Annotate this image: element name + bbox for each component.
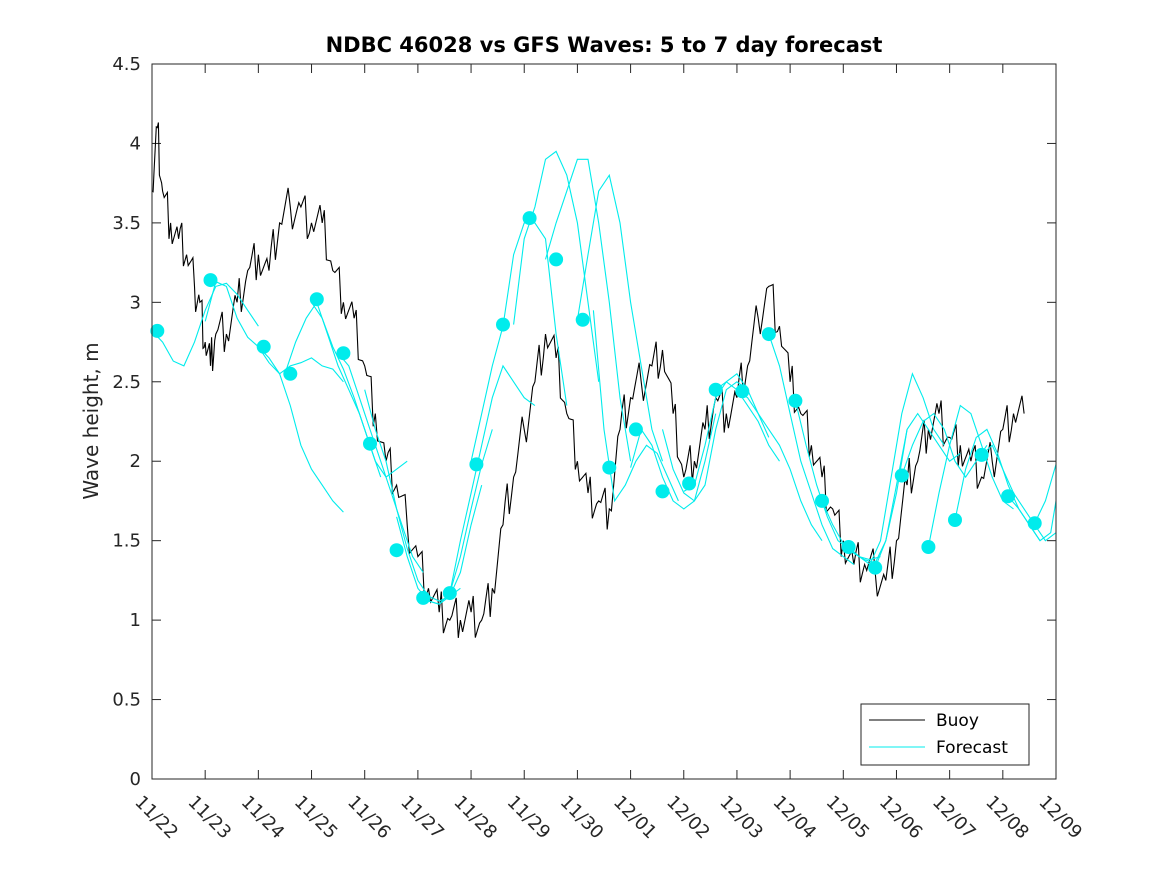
y-tick-label: 1 bbox=[130, 610, 141, 631]
y-tick-label: 4 bbox=[130, 133, 141, 154]
forecast-line bbox=[417, 429, 493, 605]
forecast-marker bbox=[894, 468, 909, 483]
forecast-markers bbox=[150, 211, 1042, 605]
forecast-line bbox=[576, 173, 664, 462]
forecast-marker bbox=[815, 493, 829, 508]
forecast-line bbox=[661, 381, 748, 502]
y-tick-label: 2.5 bbox=[112, 372, 141, 393]
forecast-marker bbox=[496, 317, 510, 332]
buoy-line bbox=[151, 122, 1025, 638]
forecast-line bbox=[630, 413, 717, 510]
forecast-marker bbox=[283, 366, 298, 381]
forecast-marker bbox=[469, 457, 484, 472]
legend-box bbox=[860, 703, 1030, 766]
forecast-line bbox=[715, 381, 780, 462]
y-tick-label: 0.5 bbox=[112, 690, 141, 711]
forecast-marker bbox=[735, 384, 750, 399]
forecast-marker bbox=[336, 346, 351, 361]
legend: Buoy Forecast bbox=[860, 703, 1030, 766]
legend-buoy-label: Buoy bbox=[936, 711, 979, 731]
forecast-marker bbox=[1027, 516, 1042, 531]
forecast-series bbox=[151, 150, 1057, 605]
legend-forecast-label: Forecast bbox=[936, 738, 1008, 758]
forecast-line bbox=[794, 400, 881, 561]
y-tick-labels: 0 0.5 1 1.5 2 2.5 3 3.5 4 4.5 bbox=[112, 54, 141, 790]
axes-background bbox=[152, 64, 1056, 779]
forecast-line bbox=[592, 310, 679, 503]
y-tick-label: 1.5 bbox=[112, 531, 141, 552]
forecast-marker bbox=[389, 543, 404, 558]
forecast-line bbox=[151, 282, 259, 367]
forecast-line bbox=[768, 333, 855, 565]
forecast-marker bbox=[628, 422, 643, 437]
forecast-line bbox=[544, 158, 632, 462]
y-tick-label: 0 bbox=[130, 769, 141, 790]
forecast-marker bbox=[868, 560, 883, 575]
forecast-marker bbox=[575, 312, 590, 327]
forecast-marker bbox=[788, 393, 803, 408]
y-tick-label: 3.5 bbox=[112, 213, 141, 234]
forecast-marker bbox=[948, 513, 962, 527]
forecast-marker bbox=[974, 447, 989, 462]
forecast-line bbox=[204, 280, 344, 383]
forecast-line bbox=[470, 222, 568, 462]
forecast-marker bbox=[256, 339, 271, 354]
forecast-marker bbox=[363, 436, 377, 451]
forecast-marker bbox=[1001, 489, 1016, 504]
forecast-marker bbox=[708, 382, 723, 397]
buoy-series bbox=[151, 122, 1025, 638]
y-tick-label: 4.5 bbox=[112, 54, 141, 75]
forecast-line bbox=[901, 412, 988, 479]
forecast-marker bbox=[309, 292, 324, 307]
forecast-line bbox=[258, 346, 344, 513]
forecast-line bbox=[1034, 464, 1057, 524]
forecast-line bbox=[311, 301, 408, 478]
forecast-line bbox=[848, 372, 945, 566]
forecast-marker bbox=[655, 484, 670, 499]
forecast-marker bbox=[522, 211, 537, 226]
forecast-line bbox=[927, 404, 1014, 548]
y-tick-label: 3 bbox=[130, 292, 141, 313]
forecast-marker bbox=[682, 476, 697, 491]
forecast-line bbox=[1007, 495, 1057, 542]
forecast-marker bbox=[841, 540, 856, 554]
forecast-marker bbox=[761, 327, 776, 342]
forecast-line bbox=[449, 364, 536, 594]
forecast-marker bbox=[150, 323, 165, 338]
forecast-marker bbox=[416, 590, 431, 605]
forecast-line bbox=[736, 390, 823, 542]
forecast-line bbox=[821, 429, 908, 564]
forecast-line bbox=[874, 412, 961, 568]
axes-box bbox=[151, 63, 1057, 780]
y-axis-label: Wave height, m bbox=[79, 342, 103, 499]
forecast-line bbox=[337, 352, 424, 573]
chart-title: NDBC 46028 vs GFS Waves: 5 to 7 day fore… bbox=[326, 33, 883, 57]
forecast-marker bbox=[921, 540, 936, 554]
forecast-marker bbox=[442, 586, 457, 601]
forecast-marker bbox=[549, 252, 564, 267]
forecast-marker bbox=[602, 460, 617, 475]
forecast-marker bbox=[203, 273, 218, 288]
y-tick-label: 2 bbox=[130, 451, 141, 472]
